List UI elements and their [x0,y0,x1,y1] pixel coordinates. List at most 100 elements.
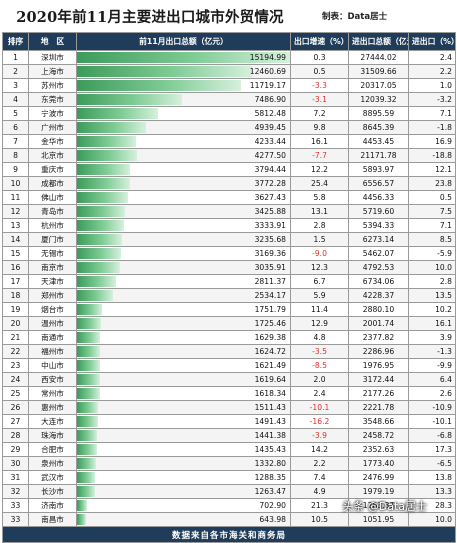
trade-growth-cell: 7.1 [409,219,456,233]
rank-cell: 3 [3,79,29,93]
trade-growth-cell: 13.8 [409,471,456,485]
export-bar [77,346,100,357]
export-bar-cell: 1621.49 [77,359,291,373]
header-trade-growth: 进出口（%） [409,33,456,51]
trade-growth-cell: -10.9 [409,401,456,415]
trade-total-cell: 1979.19 [349,485,409,499]
export-growth-cell: 5.9 [291,289,349,303]
export-growth-cell: 2.0 [291,373,349,387]
export-bar-cell: 1619.64 [77,373,291,387]
city-cell: 温州市 [29,317,77,331]
export-growth-cell: 6.7 [291,275,349,289]
export-growth-cell: 12.2 [291,163,349,177]
export-value-label: 4233.44 [255,135,286,148]
city-cell: 北京市 [29,149,77,163]
table-row: 25 常州市 1618.34 2.4 2177.26 2.6 [3,387,456,401]
export-value-label: 3035.91 [255,261,286,274]
export-growth-cell: 0.3 [291,51,349,65]
export-growth-cell: 1.5 [291,233,349,247]
export-growth-cell: 4.9 [291,485,349,499]
export-value-label: 2534.17 [255,289,286,302]
export-bar-cell: 1618.34 [77,387,291,401]
export-bar-cell: 4939.45 [77,121,291,135]
trade-growth-cell: -9.9 [409,359,456,373]
export-bar-cell: 3333.91 [77,219,291,233]
trade-growth-cell: -5.9 [409,247,456,261]
export-growth-cell: 16.1 [291,135,349,149]
export-bar [77,178,130,189]
export-bar [77,360,100,371]
export-growth-cell: 21.3 [291,499,349,513]
export-value-label: 1725.46 [255,317,286,330]
trade-growth-cell: 17.3 [409,443,456,457]
export-growth-cell: -3.9 [291,429,349,443]
trade-growth-cell: 2.6 [409,387,456,401]
table-body: 1 深圳市 15194.99 0.3 27444.02 2.4 2 上海市 12460.69 0.… [3,51,456,527]
rank-cell: 33 [3,499,29,513]
export-value-label: 3169.36 [255,247,286,260]
rank-cell: 16 [3,261,29,275]
rank-cell: 29 [3,443,29,457]
export-bar [77,94,182,105]
trade-growth-cell: 7.5 [409,205,456,219]
city-cell: 深圳市 [29,51,77,65]
city-cell: 郑州市 [29,289,77,303]
export-bar [77,122,146,133]
export-growth-cell: 13.1 [291,205,349,219]
rank-cell: 6 [3,121,29,135]
city-cell: 泉州市 [29,457,77,471]
export-growth-cell: -10.1 [291,401,349,415]
export-bar [77,444,97,455]
trade-total-cell: 27444.02 [349,51,409,65]
trade-total-cell: 5893.97 [349,163,409,177]
export-value-label: 1629.38 [255,331,286,344]
table-row: 19 烟台市 1751.79 11.4 2880.10 10.2 [3,303,456,317]
trade-growth-cell: 10.2 [409,303,456,317]
trade-growth-cell: 10.0 [409,261,456,275]
table-row: 11 佛山市 3627.43 5.8 4456.33 0.5 [3,191,456,205]
export-bar-cell: 5812.48 [77,107,291,121]
rank-cell: 2 [3,65,29,79]
city-cell: 青岛市 [29,205,77,219]
table-row: 5 宁波市 5812.48 7.2 8895.59 7.1 [3,107,456,121]
trade-total-cell: 5462.07 [349,247,409,261]
export-bar-cell: 1435.43 [77,443,291,457]
export-value-label: 4277.50 [255,149,286,162]
export-growth-cell: 9.8 [291,121,349,135]
export-value-label: 15194.99 [250,51,286,64]
export-bar [77,472,95,483]
export-bar [77,486,95,497]
rank-cell: 28 [3,429,29,443]
table-row: 32 长沙市 1263.47 4.9 1979.19 13.3 [3,485,456,499]
rank-cell: 26 [3,401,29,415]
header-city: 地 区 [29,33,77,51]
trade-growth-cell: 16.1 [409,317,456,331]
city-cell: 天津市 [29,275,77,289]
trade-total-cell: 2286.96 [349,345,409,359]
city-cell: 西安市 [29,373,77,387]
export-bar [77,374,100,385]
trade-total-cell: 3172.44 [349,373,409,387]
export-growth-cell: 2.2 [291,457,349,471]
table-row: 21 南通市 1629.38 4.8 2377.82 3.9 [3,331,456,345]
export-bar [77,220,124,231]
export-growth-cell: 7.4 [291,471,349,485]
header-export-growth: 出口增速（%） [291,33,349,51]
rank-cell: 12 [3,205,29,219]
export-bar-cell: 3794.44 [77,163,291,177]
export-growth-cell: -8.5 [291,359,349,373]
table-row: 10 成都市 3772.28 25.4 6556.57 23.8 [3,177,456,191]
rank-cell: 5 [3,107,29,121]
trade-growth-cell: 2.2 [409,65,456,79]
rank-cell: 20 [3,317,29,331]
rank-cell: 17 [3,275,29,289]
export-growth-cell: 0.5 [291,65,349,79]
export-growth-cell: 7.2 [291,107,349,121]
table-row: 13 杭州市 3333.91 2.8 5394.33 7.1 [3,219,456,233]
rank-cell: 1 [3,51,29,65]
city-cell: 重庆市 [29,163,77,177]
export-bar-cell: 4233.44 [77,135,291,149]
export-value-label: 1621.49 [255,359,286,372]
city-cell: 金华市 [29,135,77,149]
trade-growth-cell: -1.8 [409,121,456,135]
